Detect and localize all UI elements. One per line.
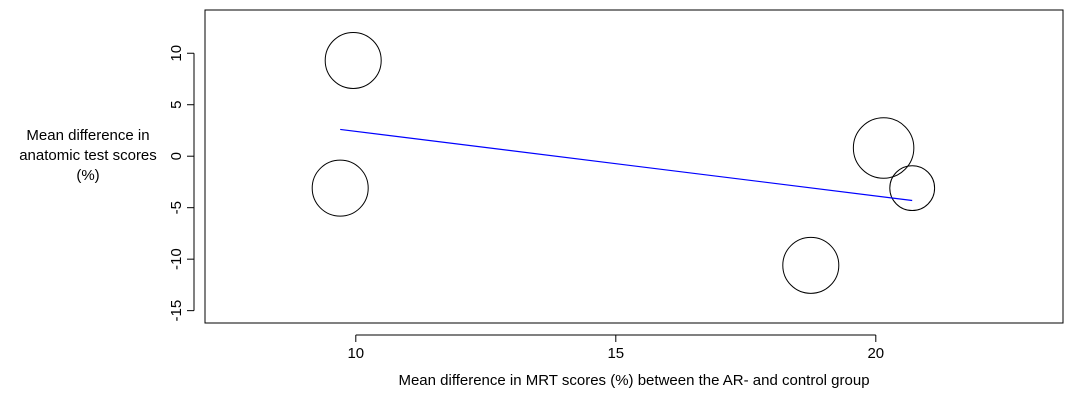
x-tick-label: 20 bbox=[867, 345, 884, 362]
y-axis-label-line-1: Mean difference in bbox=[26, 127, 150, 144]
y-axis-label-line-2: anatomic test scores bbox=[19, 147, 157, 164]
data-point-bubble bbox=[889, 165, 936, 212]
y-tick-label: -15 bbox=[168, 300, 185, 322]
data-point-bubble bbox=[311, 159, 369, 217]
x-tick-label: 15 bbox=[607, 345, 624, 362]
x-axis-label: Mean difference in MRT scores (%) betwee… bbox=[398, 372, 870, 389]
x-tick-label: 10 bbox=[347, 345, 364, 362]
data-point-bubble bbox=[852, 117, 915, 179]
y-tick-label: 0 bbox=[168, 152, 185, 160]
regression-line bbox=[340, 128, 913, 202]
data-point-bubble bbox=[324, 31, 382, 89]
plot-frame bbox=[204, 9, 1064, 324]
y-tick-label: -10 bbox=[168, 248, 185, 270]
y-tick-label: -5 bbox=[168, 201, 185, 214]
y-tick-label: 5 bbox=[168, 101, 185, 109]
y-axis-label: Mean difference in anatomic test scores … bbox=[0, 126, 176, 186]
y-tick-label: 10 bbox=[168, 45, 185, 62]
y-axis-label-line-3: (%) bbox=[76, 167, 100, 184]
data-point-bubble bbox=[782, 236, 840, 294]
